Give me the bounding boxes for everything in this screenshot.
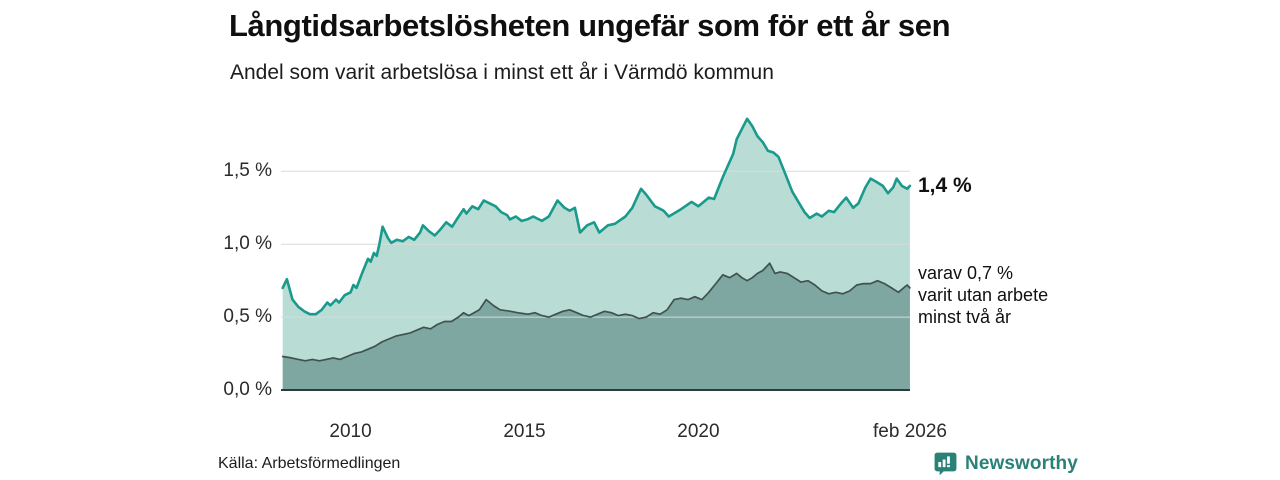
newsworthy-logo: Newsworthy	[933, 451, 1078, 476]
y-axis-tick-label: 0,5 %	[223, 306, 272, 328]
series-annotation-label: varav 0,7 % varit utan arbete minst två …	[918, 263, 1049, 327]
bar-chart-glyph	[938, 456, 950, 468]
newsworthy-logo-text: Newsworthy	[965, 452, 1078, 474]
series-end-value-label: 1,4 %	[918, 174, 972, 197]
chart-area-series-2	[282, 263, 910, 390]
page-subtitle: Andel som varit arbetslösa i minst ett å…	[230, 61, 774, 84]
chart-line-series-2	[281, 262, 911, 362]
x-axis-tick-label: feb 2026	[873, 421, 947, 442]
newsworthy-logo-icon	[934, 452, 957, 476]
y-axis-tick-label: 1,5 %	[223, 160, 272, 182]
y-axis-tick-label: 0,0 %	[223, 379, 272, 400]
y-axis-tick-label: 1,0 %	[223, 233, 272, 255]
x-axis-tick-label: 2020	[677, 421, 720, 442]
chart-line-series-1	[281, 117, 912, 316]
x-axis-tick-label: 2015	[503, 421, 546, 442]
source-note: Källa: Arbetsförmedlingen	[218, 455, 401, 472]
x-axis-tick-label: 2010	[329, 421, 372, 442]
page-title: Långtidsarbetslösheten ungefär som för e…	[229, 8, 951, 43]
